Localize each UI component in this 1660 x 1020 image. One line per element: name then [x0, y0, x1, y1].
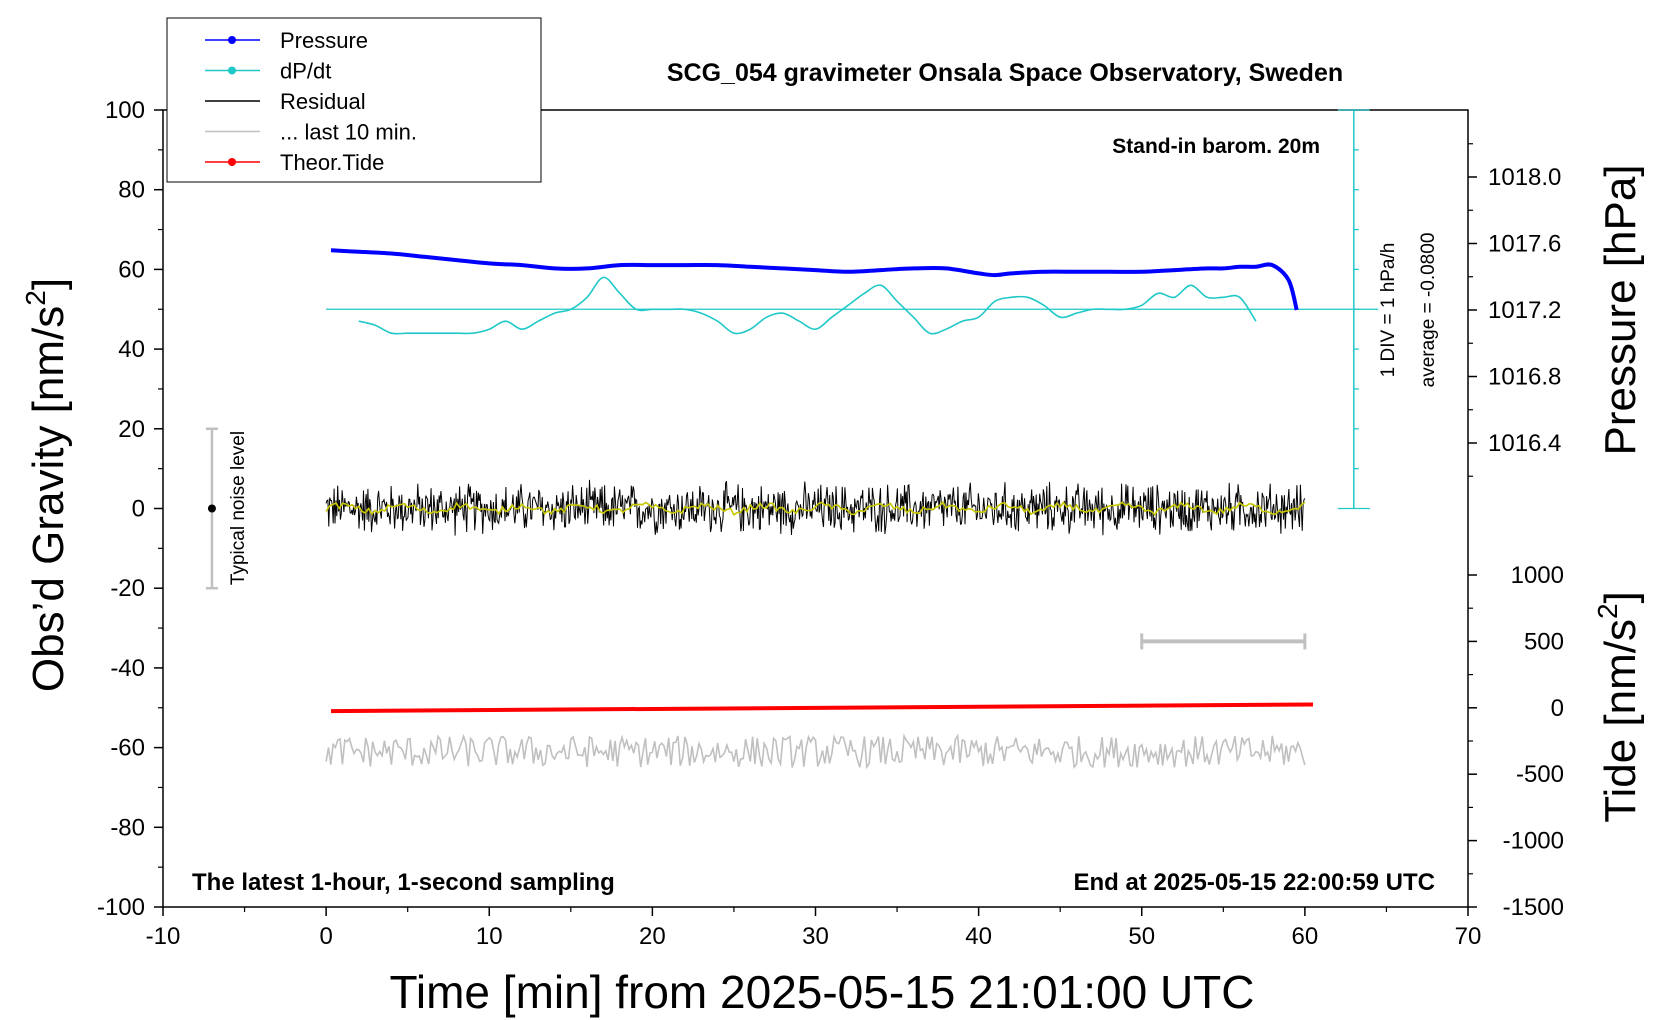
- y-axis-label-left-close: ]: [24, 278, 73, 290]
- y-left-tick-label: 40: [118, 336, 145, 363]
- x-tick-label: 60: [1292, 923, 1319, 950]
- tide-tick-label: 0: [1551, 695, 1564, 722]
- legend-marker: [228, 158, 236, 166]
- chart-title: SCG_054 gravimeter Onsala Space Observat…: [667, 59, 1343, 87]
- y-axis-label-tide-text: Tide [nm/s: [1596, 619, 1645, 823]
- noise-bar-center: [207, 504, 216, 513]
- x-tick-label: 20: [639, 923, 666, 950]
- legend-label: dP/dt: [280, 59, 331, 84]
- tide-tick-label: 1000: [1511, 562, 1564, 589]
- noise-label: Typical noise level: [228, 431, 249, 585]
- x-axis-label: Time [min] from 2025-05-15 21:01:00 UTC: [390, 966, 1255, 1018]
- y-axis-label-tide-close: ]: [1596, 591, 1645, 603]
- y-left-tick-label: 100: [105, 97, 145, 124]
- tide-tick-label: -1000: [1503, 828, 1564, 855]
- y-left-tick-label: -80: [110, 814, 145, 841]
- bottom-left-note: The latest 1-hour, 1-second sampling: [192, 869, 615, 896]
- y-left-tick-label: 20: [118, 416, 145, 443]
- legend-marker: [228, 66, 236, 75]
- legend-items: Pressure dP/dt Residual ... last 10 min. The…: [205, 28, 417, 175]
- series-layer: [205, 109, 1379, 770]
- series-residual-smoothed: [325, 500, 1306, 516]
- pressure-tick-label: 1016.4: [1488, 430, 1561, 457]
- barometer-note: Stand-in barom. 20m: [1112, 135, 1320, 158]
- pressure-tick-label: 1016.8: [1488, 364, 1561, 391]
- y-left-tick-label: -40: [110, 655, 145, 682]
- y-axis-label-tide-sup: 2: [1592, 603, 1623, 619]
- x-tick-label: 50: [1128, 923, 1155, 950]
- y-axis-label-left-text: Obs’d Gravity [nm/s: [24, 306, 73, 692]
- legend: Pressure dP/dt Residual ... last 10 min. The…: [166, 17, 542, 183]
- y-axis-label-left-sup: 2: [20, 290, 51, 306]
- x-tick-label: -10: [146, 923, 181, 950]
- y-left-tick-label: -100: [97, 894, 145, 921]
- series-theor-tide: [331, 702, 1314, 714]
- y-axis-label-left: Obs’d Gravity [nm/s2]: [20, 278, 73, 692]
- legend-label: Pressure: [280, 28, 368, 53]
- x-tick-label: 40: [965, 923, 992, 950]
- y-axis-label-tide: Tide [nm/s2]: [1592, 591, 1645, 823]
- pressure-tick-label: 1017.2: [1488, 297, 1561, 324]
- y-left-tick-label: -20: [110, 575, 145, 602]
- average-note: average = -0.0800: [1418, 233, 1439, 388]
- x-tick-label: 70: [1455, 923, 1482, 950]
- legend-label: Theor.Tide: [280, 150, 384, 175]
- y-left-tick-label: 80: [118, 177, 145, 204]
- series-last-10-min: [325, 733, 1306, 770]
- bottom-right-note: End at 2025-05-15 22:00:59 UTC: [1074, 869, 1436, 896]
- legend-box: [166, 17, 542, 183]
- series-dpdt: [358, 276, 1257, 335]
- pressure-tick-label: 1017.6: [1488, 231, 1561, 258]
- div-note: 1 DIV = 1 hPa/h: [1378, 243, 1399, 378]
- y-left-tick-label: 60: [118, 256, 145, 283]
- x-tick-label: 10: [476, 923, 503, 950]
- tide-tick-label: -500: [1516, 761, 1564, 788]
- pressure-tick-label: 1018.0: [1488, 164, 1561, 191]
- x-tick-label: 0: [319, 923, 332, 950]
- legend-marker: [228, 36, 236, 44]
- legend-label: ... last 10 min.: [280, 120, 417, 145]
- x-tick-label: 30: [802, 923, 829, 950]
- tide-tick-label: -1500: [1503, 894, 1564, 921]
- axis-layer: -10 0 10 20 30 40 50 60 70100806040200-20-40-60-…: [97, 97, 1564, 950]
- y-left-tick-label: 0: [132, 496, 145, 523]
- series-pressure: [330, 248, 1299, 311]
- y-left-tick-label: -60: [110, 735, 145, 762]
- legend-label: Residual: [280, 89, 366, 114]
- y-axis-label-pressure: Pressure [hPa]: [1596, 164, 1645, 455]
- tide-tick-label: 500: [1524, 628, 1564, 655]
